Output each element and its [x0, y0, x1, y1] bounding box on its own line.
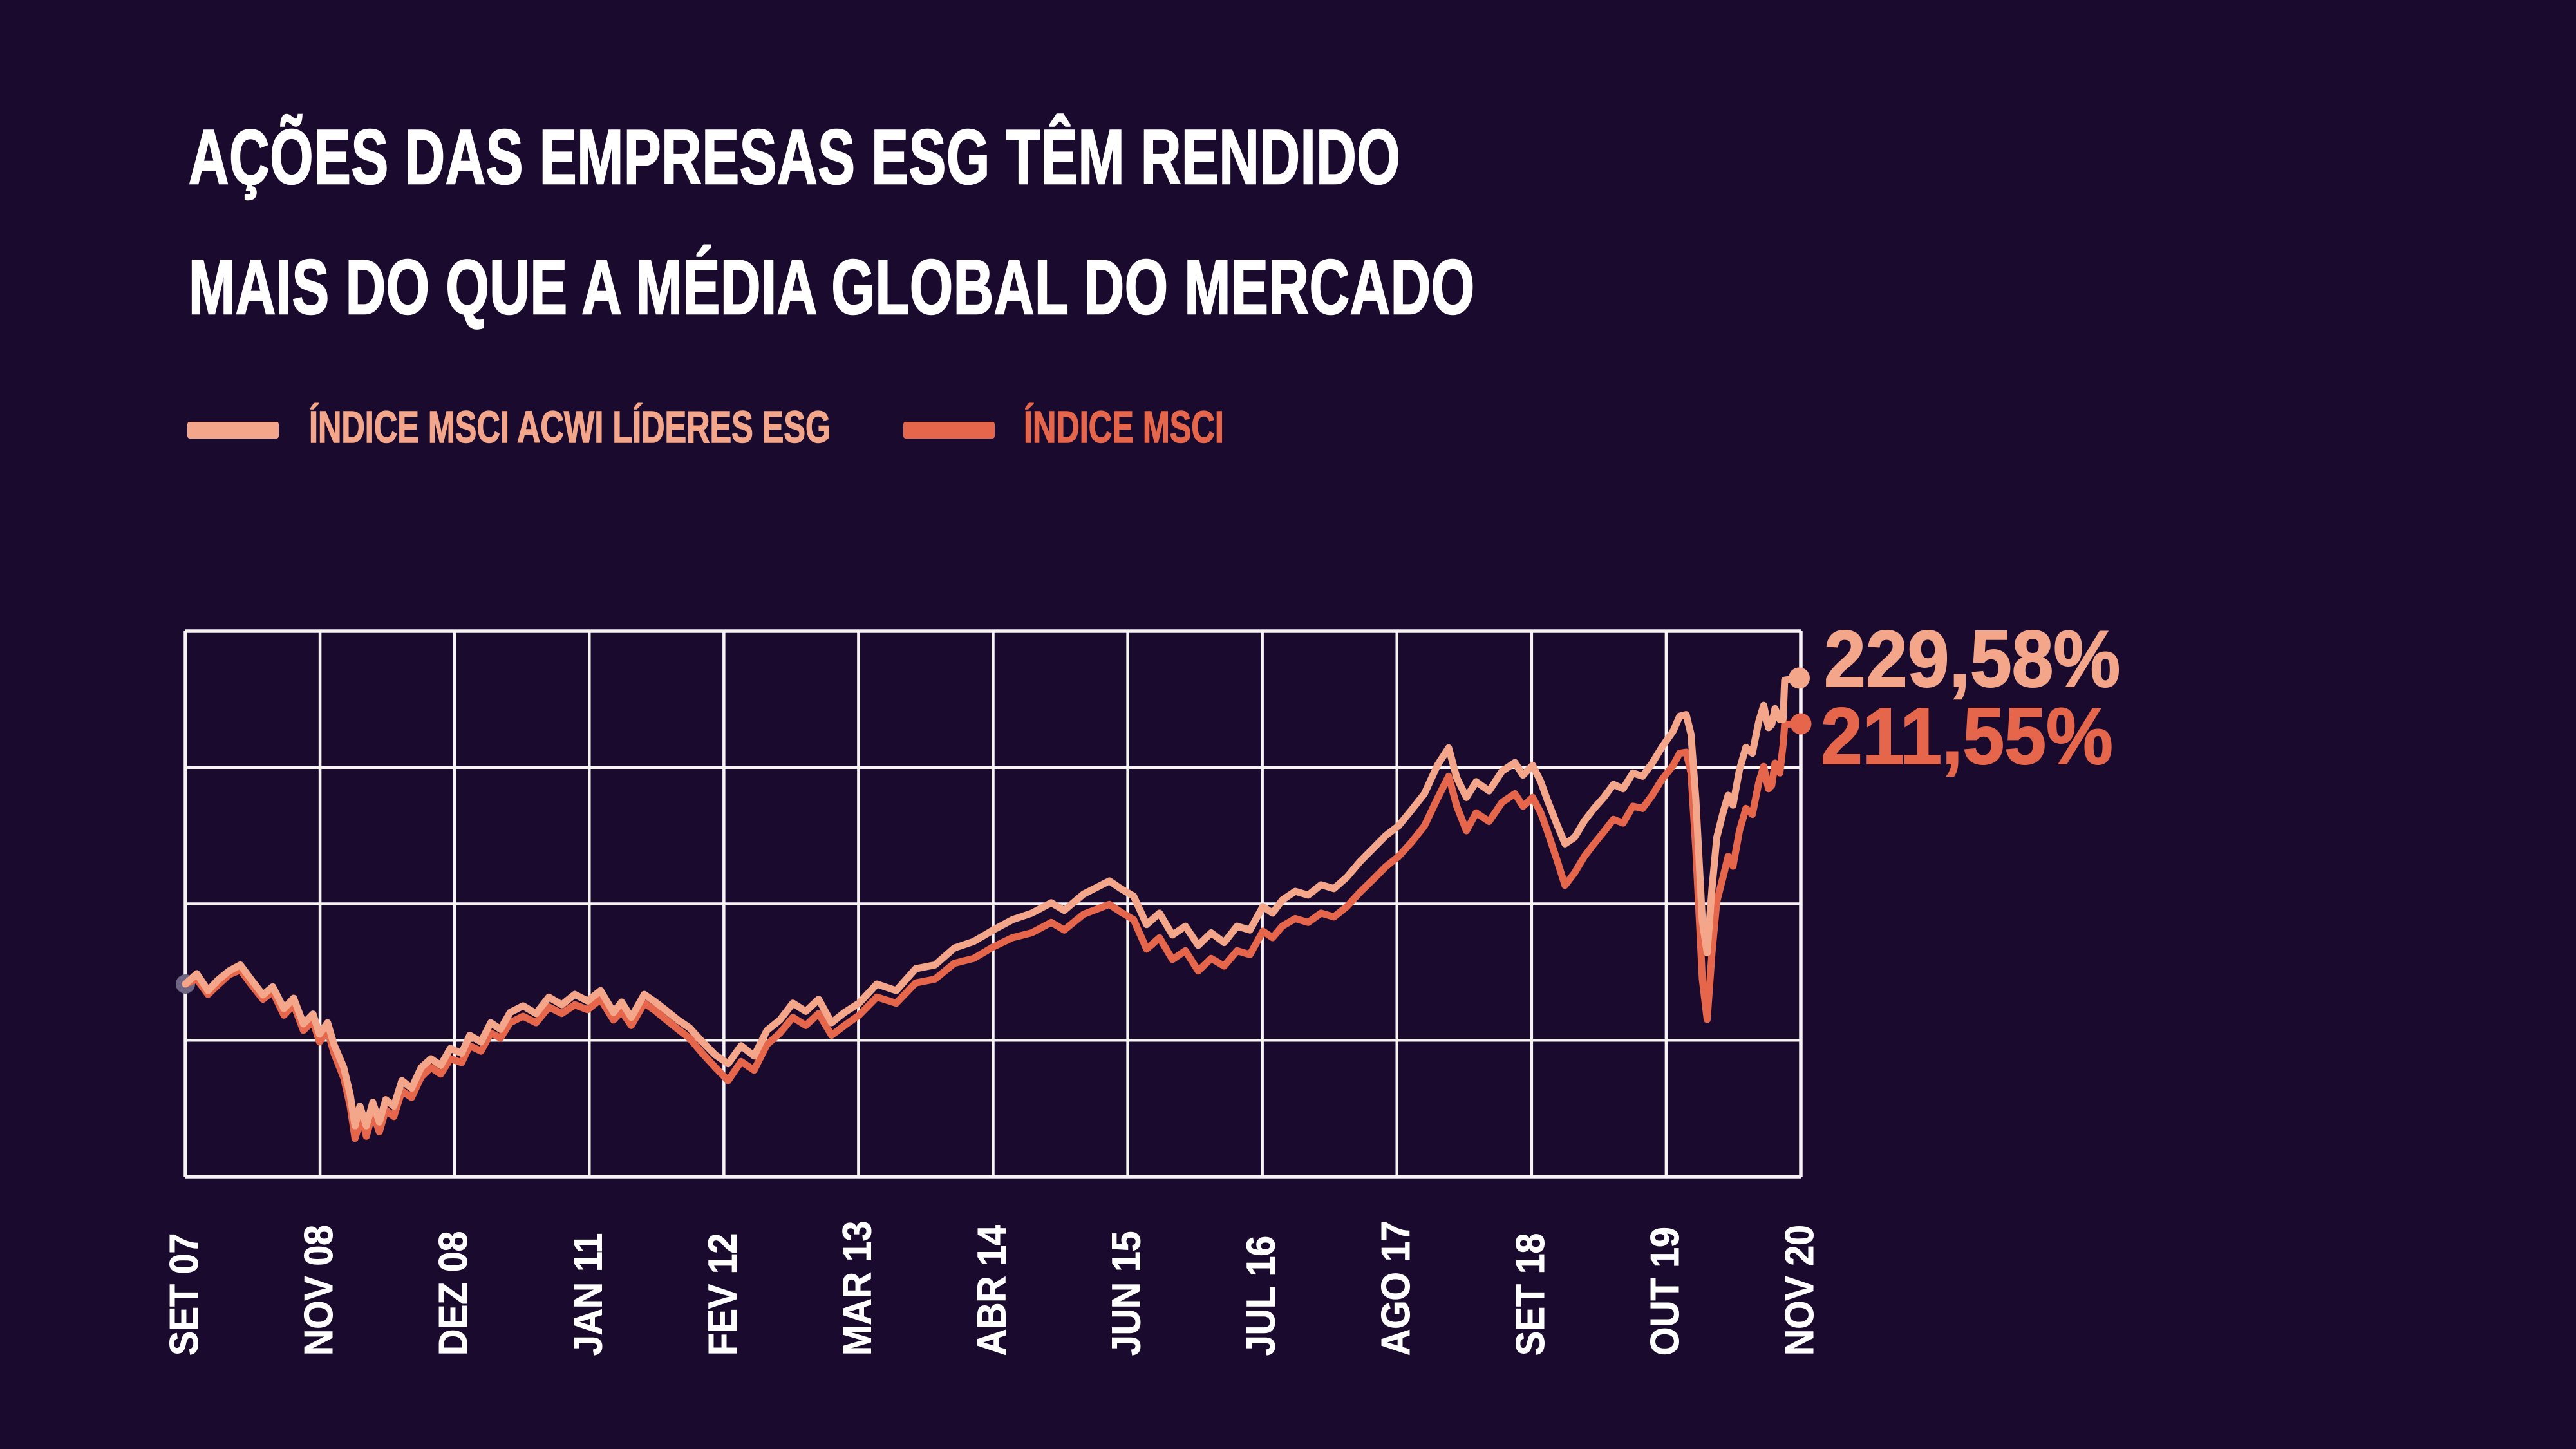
- x-axis-label: NOV 08: [297, 1225, 342, 1356]
- legend-label-esg: ÍNDICE MSCI ACWI LÍDERES ESG: [308, 402, 831, 452]
- x-axis-label: NOV 20: [1778, 1225, 1823, 1356]
- series-end-dot-msci: [1790, 713, 1812, 735]
- x-axis-label: JUL 16: [1239, 1235, 1284, 1356]
- legend-swatch-msci: [903, 422, 995, 439]
- x-axis-label: MAR 13: [835, 1220, 880, 1356]
- x-axis-label: DEZ 08: [431, 1231, 476, 1356]
- x-axis-label: JUN 15: [1104, 1231, 1149, 1356]
- x-axis-label: SET 07: [162, 1233, 207, 1356]
- series-end-dot-esg: [1788, 667, 1810, 689]
- legend-swatch-esg: [187, 422, 279, 439]
- x-axis-label: OUT 19: [1642, 1227, 1688, 1356]
- x-axis-label: SET 18: [1508, 1233, 1553, 1356]
- end-value-msci: 211,55%: [1820, 692, 2114, 781]
- x-axis-label: ABR 14: [970, 1225, 1015, 1356]
- end-value-esg: 229,58%: [1823, 615, 2121, 704]
- x-axis-label: FEV 12: [700, 1233, 746, 1356]
- x-axis-label: AGO 17: [1373, 1220, 1418, 1356]
- x-axis-label: JAN 11: [566, 1233, 611, 1356]
- series-line-msci: [182, 720, 1805, 1142]
- title-line-2: MAIS DO QUE A MÉDIA GLOBAL DO MERCADO: [188, 244, 1475, 330]
- title-line-1: AÇÕES DAS EMPRESAS ESG TÊM RENDIDO: [188, 114, 1401, 200]
- series-line-esg: [182, 674, 1803, 1130]
- line-chart: [176, 629, 1812, 1179]
- legend-label-msci: ÍNDICE MSCI: [1023, 402, 1224, 452]
